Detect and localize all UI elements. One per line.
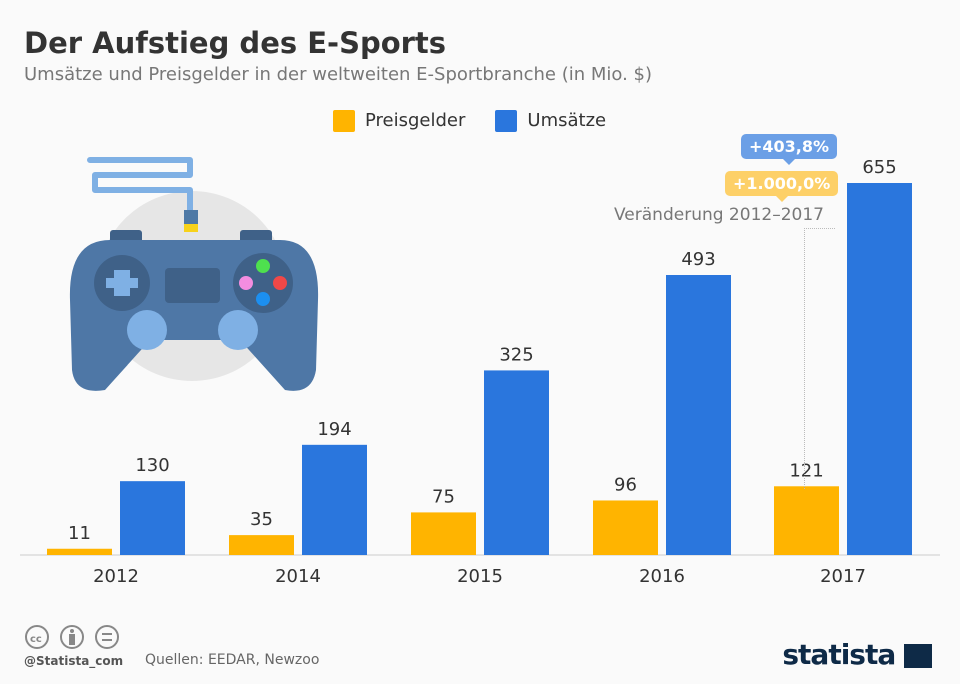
by-icon — [60, 625, 84, 649]
x-tick-label: 2014 — [275, 566, 321, 587]
bar-preisgelder-2012 — [47, 548, 112, 555]
x-tick-label: 2016 — [639, 566, 685, 587]
bar-umsätze-2015 — [484, 370, 549, 555]
bar-umsätze-2016 — [666, 275, 731, 555]
bar-umsätze-2012 — [120, 481, 185, 555]
data-label: 493 — [681, 249, 715, 270]
x-tick-label: 2012 — [93, 566, 139, 587]
chart-title: Der Aufstieg des E-Sports — [24, 26, 447, 60]
bar-preisgelder-2016 — [593, 500, 658, 555]
nd-icon — [95, 625, 119, 649]
umsatz-change-badge: +403,8% — [741, 134, 838, 165]
data-label: 194 — [317, 419, 351, 440]
license-icons: cc — [25, 625, 119, 649]
bar-preisgelder-2015 — [411, 512, 476, 555]
legend-preisgelder: Preisgelder — [333, 110, 465, 132]
data-label: 130 — [135, 455, 169, 476]
data-label: 75 — [432, 486, 455, 507]
cc-icon — [25, 625, 49, 649]
statista-handle: @Statista_com — [24, 654, 124, 668]
bar-umsätze-2017 — [847, 183, 912, 555]
data-label: 121 — [789, 460, 823, 481]
preis-change-badge: +1.000,0% — [725, 171, 839, 202]
svg-text:cc: cc — [30, 634, 42, 645]
chart-subtitle: Umsätze und Preisgelder in der weltweite… — [24, 64, 653, 85]
data-label: 11 — [68, 523, 91, 544]
change-label: Veränderung 2012–2017 — [614, 205, 824, 225]
x-tick-label: 2015 — [457, 566, 503, 587]
source: Quellen: EEDAR, Newzoo — [145, 652, 320, 668]
data-label: 655 — [862, 157, 896, 178]
bar-preisgelder-2014 — [229, 535, 294, 555]
statista-logo: statista — [782, 638, 932, 671]
legend-umsaetze: Umsätze — [495, 110, 606, 132]
change-connector — [804, 228, 835, 489]
x-tick-label: 2017 — [820, 566, 866, 587]
data-label: 96 — [614, 474, 637, 495]
bar-umsätze-2014 — [302, 444, 367, 555]
legend: Preisgelder Umsätze — [333, 110, 606, 132]
bar-preisgelder-2017 — [774, 486, 839, 555]
data-label: 35 — [250, 509, 273, 530]
data-label: 325 — [499, 344, 533, 365]
